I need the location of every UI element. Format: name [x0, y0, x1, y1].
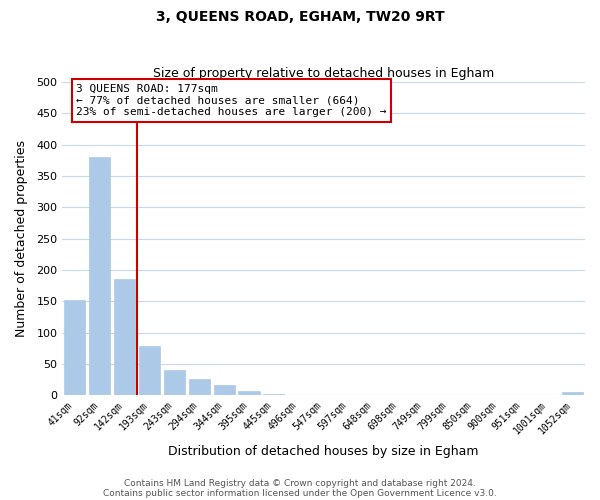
Bar [238, 391, 260, 395]
Bar [164, 370, 185, 395]
Bar [263, 394, 284, 395]
Bar [188, 380, 210, 395]
Text: 3, QUEENS ROAD, EGHAM, TW20 9RT: 3, QUEENS ROAD, EGHAM, TW20 9RT [155, 10, 445, 24]
Text: Contains HM Land Registry data © Crown copyright and database right 2024.: Contains HM Land Registry data © Crown c… [124, 478, 476, 488]
Y-axis label: Number of detached properties: Number of detached properties [15, 140, 28, 337]
Bar [214, 384, 235, 395]
Bar [89, 157, 110, 395]
Text: Contains public sector information licensed under the Open Government Licence v3: Contains public sector information licen… [103, 488, 497, 498]
Bar [562, 392, 583, 395]
Bar [114, 280, 135, 395]
Title: Size of property relative to detached houses in Egham: Size of property relative to detached ho… [153, 66, 494, 80]
X-axis label: Distribution of detached houses by size in Egham: Distribution of detached houses by size … [169, 444, 479, 458]
Bar [139, 346, 160, 395]
Bar [64, 300, 85, 395]
Text: 3 QUEENS ROAD: 177sqm
← 77% of detached houses are smaller (664)
23% of semi-det: 3 QUEENS ROAD: 177sqm ← 77% of detached … [76, 84, 386, 117]
